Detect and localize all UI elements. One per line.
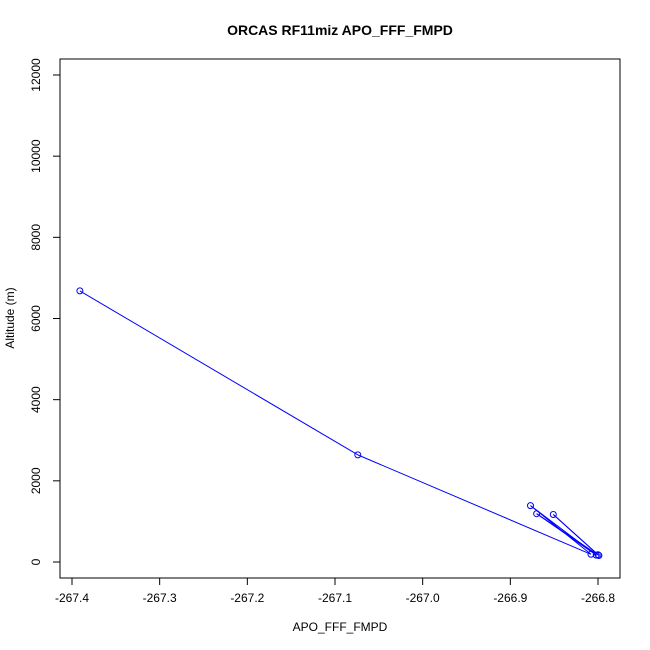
y-tick-label: 6000 [29,305,43,332]
x-tick-label: -266.9 [493,591,527,605]
series-line-segment [357,454,592,555]
series-line-segment [536,513,600,556]
x-axis: -267.4 -267.3 -267.2 -267.1 -267.0 -266.9 -266… [55,577,615,605]
y-tick-label: 12000 [29,58,43,92]
series-layer [76,287,603,560]
data-point [594,551,602,559]
x-tick-label: -267.2 [230,591,264,605]
y-tick-label: 10000 [29,139,43,173]
data-point [595,552,603,560]
y-axis: 0 2000 4000 6000 8000 10000 12000 [29,58,61,565]
series-line-segment [552,514,599,556]
x-tick-label: -266.8 [581,591,615,605]
chart-title: ORCAS RF11miz APO_FFF_FMPD [227,22,453,38]
x-tick-label: -267.4 [55,591,89,605]
series-line-segment [79,290,359,456]
x-tick-label: -267.1 [318,591,352,605]
y-tick-label: 0 [29,558,43,565]
data-point [533,510,541,518]
x-tick-label: -267.0 [406,591,440,605]
data-point [587,550,595,558]
y-tick-label: 2000 [29,467,43,494]
data-point [526,502,534,510]
x-tick-label: -267.3 [143,591,177,605]
y-tick-label: 4000 [29,386,43,413]
y-axis-label: Altitude (m) [3,287,17,348]
x-axis-label: APO_FFF_FMPD [293,620,388,634]
data-point [76,287,84,295]
y-tick-label: 8000 [29,224,43,251]
data-point [549,511,557,519]
data-point [354,451,362,459]
